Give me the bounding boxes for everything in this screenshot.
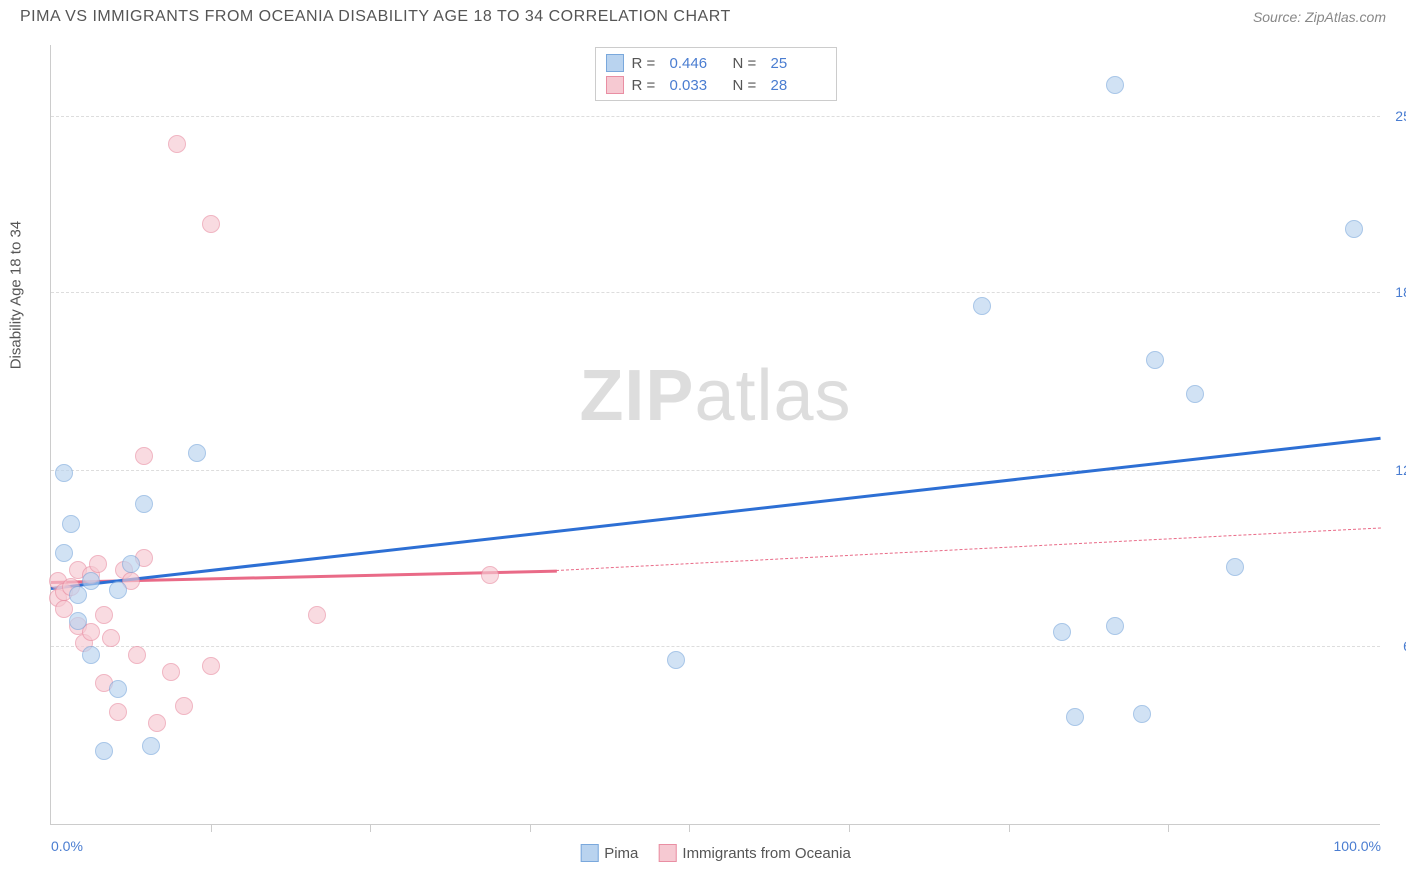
- series-legend: Pima Immigrants from Oceania: [580, 844, 851, 862]
- gridline: [51, 292, 1380, 293]
- n-value: 28: [771, 77, 826, 94]
- series2-point: [102, 629, 120, 647]
- x-tick: [211, 824, 212, 832]
- chart-title: PIMA VS IMMIGRANTS FROM OCEANIA DISABILI…: [20, 8, 731, 26]
- series1-point: [82, 646, 100, 664]
- legend-swatch: [606, 76, 624, 94]
- series1-point: [1133, 705, 1151, 723]
- series1-point: [667, 651, 685, 669]
- legend-swatch: [658, 844, 676, 862]
- y-tick-label: 18.8%: [1395, 284, 1406, 300]
- gridline: [51, 116, 1380, 117]
- legend-row: R = 0.446 N = 25: [606, 52, 826, 74]
- series1-point: [109, 581, 127, 599]
- series1-point: [69, 586, 87, 604]
- legend-label: Immigrants from Oceania: [682, 845, 850, 862]
- series2-point: [109, 703, 127, 721]
- legend-swatch: [606, 54, 624, 72]
- series1-point: [142, 737, 160, 755]
- x-tick-label: 0.0%: [51, 838, 83, 854]
- y-tick-label: 12.5%: [1395, 462, 1406, 478]
- series1-point: [1226, 558, 1244, 576]
- x-tick: [1168, 824, 1169, 832]
- series2-point: [168, 135, 186, 153]
- x-tick: [1009, 824, 1010, 832]
- series1-point: [1186, 385, 1204, 403]
- series1-point: [1066, 708, 1084, 726]
- legend-item: Immigrants from Oceania: [658, 844, 850, 862]
- series1-point: [55, 464, 73, 482]
- y-axis-label: Disability Age 18 to 34: [8, 220, 25, 368]
- series2-point: [202, 215, 220, 233]
- r-value: 0.033: [670, 77, 725, 94]
- series1-point: [188, 444, 206, 462]
- series2-point: [175, 697, 193, 715]
- r-value: 0.446: [670, 55, 725, 72]
- series2-point: [135, 447, 153, 465]
- series1-point: [69, 612, 87, 630]
- gridline: [51, 470, 1380, 471]
- series1-point: [109, 680, 127, 698]
- n-label: N =: [733, 77, 763, 94]
- x-tick: [370, 824, 371, 832]
- correlation-legend: R = 0.446 N = 25 R = 0.033 N = 28: [595, 47, 837, 101]
- series1-point: [1106, 617, 1124, 635]
- series1-point: [1146, 351, 1164, 369]
- r-label: R =: [632, 77, 662, 94]
- n-value: 25: [771, 55, 826, 72]
- series1-point: [55, 544, 73, 562]
- n-label: N =: [733, 55, 763, 72]
- x-tick: [530, 824, 531, 832]
- r-label: R =: [632, 55, 662, 72]
- series2-point: [95, 606, 113, 624]
- series1-point: [95, 742, 113, 760]
- y-tick-label: 25.0%: [1395, 108, 1406, 124]
- x-tick: [689, 824, 690, 832]
- trend-line: [51, 436, 1381, 589]
- series1-point: [62, 515, 80, 533]
- series2-point: [128, 646, 146, 664]
- legend-swatch: [580, 844, 598, 862]
- legend-row: R = 0.033 N = 28: [606, 74, 826, 96]
- series1-point: [1106, 76, 1124, 94]
- series2-point: [202, 657, 220, 675]
- series1-point: [82, 572, 100, 590]
- trend-line: [556, 527, 1381, 571]
- series1-point: [1345, 220, 1363, 238]
- series2-point: [148, 714, 166, 732]
- series2-point: [308, 606, 326, 624]
- watermark-text: ZIPatlas: [579, 355, 851, 437]
- series1-point: [973, 297, 991, 315]
- series2-point: [89, 555, 107, 573]
- series1-point: [122, 555, 140, 573]
- x-tick: [849, 824, 850, 832]
- series1-point: [1053, 623, 1071, 641]
- source-text: Source: ZipAtlas.com: [1253, 9, 1386, 25]
- legend-label: Pima: [604, 845, 638, 862]
- series2-point: [162, 663, 180, 681]
- chart-plot-area: ZIPatlas Disability Age 18 to 34 R =0.44…: [50, 45, 1380, 825]
- gridline: [51, 646, 1380, 647]
- series2-point: [481, 566, 499, 584]
- x-tick-label: 100.0%: [1334, 838, 1381, 854]
- legend-item: Pima: [580, 844, 638, 862]
- series1-point: [135, 495, 153, 513]
